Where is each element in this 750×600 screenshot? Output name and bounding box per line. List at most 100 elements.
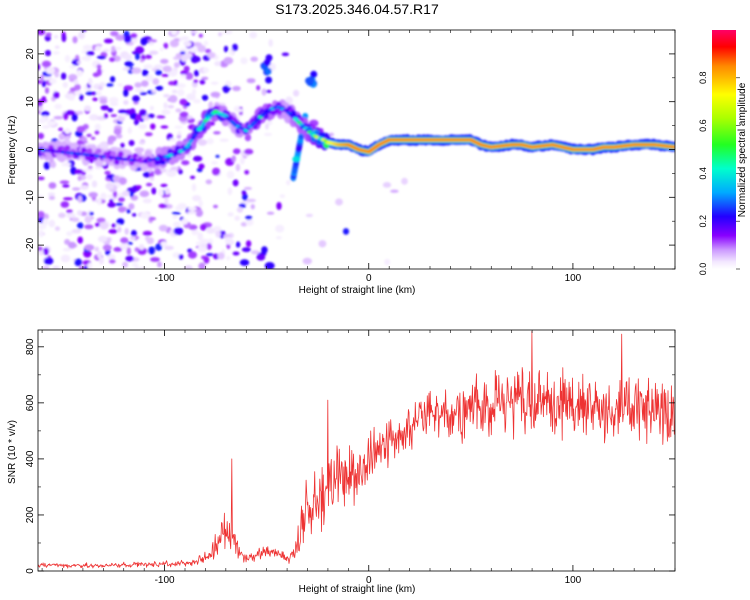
heatmap-noise-blob (43, 247, 49, 256)
heatmap-noise-blob (82, 44, 93, 51)
heatmap-noise-blob (265, 89, 272, 93)
heatmap-noise-blob (242, 193, 248, 202)
heatmap-noise-blob (203, 256, 210, 264)
heatmap-noise-blob (149, 105, 154, 111)
heatmap-noise-blob (110, 114, 118, 118)
heatmap-noise-blob (236, 206, 244, 213)
heatmap-noise-blob (134, 247, 140, 252)
heatmap-ridge-mid (134, 161, 141, 168)
heatmap-noise-blob (276, 202, 282, 210)
heatmap-noise-blob (48, 182, 57, 189)
heatmap-noise-blob (286, 180, 291, 186)
heatmap-noise-blob (240, 57, 248, 65)
heatmap-noise-blob (244, 133, 252, 142)
heatmap-noise-blob (64, 162, 71, 167)
heatmap-noise-blob (226, 170, 235, 179)
heatmap-noise-blob (214, 102, 220, 107)
x-tick-label: 0 (366, 575, 372, 586)
heatmap-noise-blob (99, 221, 109, 230)
heatmap-ridge-core (188, 139, 194, 143)
heatmap-noise-blob (116, 218, 125, 226)
colorbar-tick-label: 0.6 (698, 119, 708, 132)
heatmap-noise-blob (178, 254, 184, 260)
heatmap-noise-blob (198, 33, 203, 38)
heatmap-noise-blob (61, 34, 67, 43)
heatmap-noise-blob (86, 50, 95, 56)
heatmap-layer (38, 30, 675, 269)
heatmap-noise-blob (103, 38, 114, 44)
heatmap-noise-blob (38, 117, 47, 124)
heatmap-noise-blob (158, 203, 168, 209)
heatmap-noise-blob (169, 39, 179, 48)
heatmap-noise-blob (245, 218, 254, 226)
heatmap-noise-blob (132, 95, 140, 103)
heatmap-noise-blob (62, 81, 68, 88)
heatmap-noise-blob (190, 175, 196, 180)
heatmap-noise-blob (72, 187, 81, 191)
y-tick-label: -10 (25, 190, 36, 205)
heatmap-noise-blob (176, 83, 187, 89)
heatmap-noise-blob (235, 241, 241, 248)
heatmap-noise-blob (117, 206, 126, 213)
heatmap-noise-blob (112, 175, 121, 183)
heatmap-ridge-mid (86, 148, 93, 155)
heatmap-noise-blob (218, 32, 223, 37)
heatmap-noise-blob (45, 32, 52, 37)
x-tick-label: -100 (155, 575, 175, 586)
heatmap-noise-blob (214, 61, 222, 67)
heatmap-noise-blob (160, 125, 169, 129)
heatmap-noise-blob (245, 240, 252, 248)
heatmap-noise-blob (83, 168, 94, 172)
heatmap-noise-blob (138, 124, 147, 130)
heatmap-noise-blob (188, 251, 197, 259)
heatmap-noise-blob (108, 229, 118, 234)
y-tick-label: 0 (25, 568, 36, 574)
heatmap-noise-blob (77, 195, 83, 203)
heatmap-noise-blob (80, 136, 88, 142)
heatmap-feature-blob (310, 70, 318, 78)
heatmap-noise-blob (109, 102, 119, 107)
heatmap-noise-blob (151, 187, 157, 195)
heatmap-noise-blob (305, 213, 313, 218)
heatmap-noise-blob (174, 125, 183, 129)
heatmap-noise-blob (219, 138, 229, 142)
heatmap-noise-blob (86, 133, 92, 138)
heatmap-noise-blob (71, 113, 78, 122)
heatmap-noise-blob (202, 67, 209, 73)
heatmap-noise-blob (266, 211, 275, 215)
heatmap-noise-blob (158, 189, 164, 197)
y-tick-label: 0 (25, 146, 36, 152)
heatmap-ridge-core (194, 130, 200, 134)
heatmap-noise-blob (123, 89, 129, 97)
heatmap-noise-blob (198, 199, 203, 208)
heatmap-noise-blob (144, 236, 150, 241)
heatmap-noise-blob (69, 65, 76, 69)
heatmap-noise-blob (206, 137, 214, 145)
colorbar-tick-label: 0.8 (698, 72, 708, 85)
heatmap-ridge-mid (64, 145, 71, 152)
heatmap-noise-blob (203, 40, 209, 46)
y-tick-label: 400 (25, 450, 36, 467)
heatmap-noise-blob (97, 250, 102, 259)
heatmap-noise-blob (134, 88, 145, 93)
heatmap-noise-blob (226, 256, 231, 261)
heatmap-noise-blob (192, 195, 202, 202)
heatmap-noise-blob (201, 94, 209, 101)
heatmap-noise-blob (149, 217, 157, 221)
heatmap-noise-blob (64, 128, 71, 134)
heatmap-noise-blob (104, 170, 111, 175)
heatmap-noise-blob (139, 140, 146, 145)
heatmap-noise-blob (207, 52, 216, 59)
heatmap-noise-blob (91, 136, 96, 140)
heatmap-noise-blob (256, 253, 266, 261)
heatmap-noise-blob (158, 224, 168, 232)
heatmap-noise-blob (170, 30, 178, 36)
heatmap-noise-blob (191, 229, 199, 236)
heatmap-noise-blob (89, 211, 94, 216)
heatmap-noise-blob (115, 34, 126, 41)
heatmap-ridge-core (190, 136, 196, 140)
heatmap-noise-blob (54, 45, 60, 49)
heatmap-noise-blob (173, 80, 178, 86)
heatmap-noise-blob (59, 180, 70, 184)
heatmap-noise-blob (145, 182, 153, 187)
